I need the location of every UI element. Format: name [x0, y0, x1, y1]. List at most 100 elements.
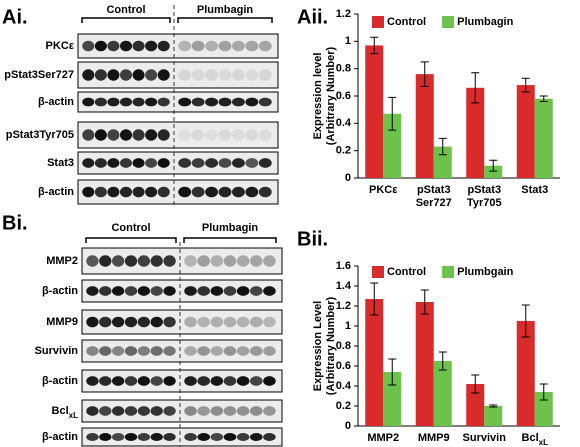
blot-band	[236, 316, 250, 328]
bar	[365, 45, 384, 178]
error-bar	[539, 383, 548, 401]
blot-band	[86, 406, 99, 416]
blot-band	[210, 255, 224, 267]
blot-band	[99, 433, 112, 441]
row-label-main: Bcl	[52, 405, 69, 417]
blot-band	[94, 186, 107, 198]
blot-band	[258, 40, 272, 52]
blot-band	[197, 316, 211, 328]
blot-band	[236, 286, 250, 296]
blot-band	[210, 376, 224, 386]
blot-band	[107, 158, 120, 168]
legend-label: Plumbagin	[457, 16, 514, 28]
blot-band	[163, 346, 176, 356]
group-label: Plumbagin	[202, 222, 259, 234]
blot-band	[157, 186, 170, 198]
blot-band	[191, 69, 205, 81]
bar	[433, 146, 452, 178]
bar	[516, 321, 535, 426]
blot-band	[137, 346, 151, 356]
row-label: pStat3Tyr705	[6, 129, 74, 141]
blot-band	[223, 406, 237, 416]
blot-band	[223, 346, 237, 356]
blot-band	[157, 158, 170, 168]
blot-band	[205, 158, 219, 168]
blot-band	[191, 158, 205, 168]
blot-band	[210, 406, 224, 416]
blot-band	[231, 129, 245, 141]
blot-band	[86, 316, 99, 328]
blot-band	[184, 346, 197, 356]
blot-band	[218, 40, 232, 52]
blot-band	[178, 129, 192, 141]
legend-swatch	[442, 266, 455, 278]
blot-band	[236, 406, 250, 416]
bar	[516, 85, 535, 178]
blot-band	[145, 186, 158, 198]
blot-band	[205, 186, 219, 198]
legend-swatch	[372, 266, 384, 278]
blot-band	[263, 316, 276, 328]
bar	[365, 299, 384, 426]
group-bracket	[85, 237, 177, 243]
blot-band	[218, 186, 232, 198]
blot-band	[218, 69, 232, 81]
y-tick-label: 0.4	[336, 117, 352, 129]
blot-band	[132, 40, 145, 52]
row-label: MMP2	[46, 255, 78, 267]
blot-band	[178, 40, 192, 52]
row-label: β-actin	[38, 96, 74, 108]
blot-strip	[81, 427, 283, 447]
y-tick-label: 0.2	[336, 145, 351, 157]
y-axis-label-line: Expression level	[312, 53, 324, 140]
blot-band	[197, 286, 211, 296]
blot-band	[197, 406, 211, 416]
error-bar	[471, 72, 480, 104]
panel-label: Bii.	[297, 228, 328, 250]
blot-band	[145, 97, 158, 107]
blot-band	[137, 255, 151, 267]
blot-band	[82, 69, 95, 81]
blot-band	[132, 97, 145, 107]
blot-band	[137, 406, 151, 416]
blot-band	[86, 255, 99, 267]
blot-band	[99, 255, 112, 267]
blot-band	[178, 158, 192, 168]
blot-band	[236, 346, 250, 356]
blot-band	[236, 255, 250, 267]
blot-band	[210, 316, 224, 328]
error-bar	[521, 77, 530, 93]
row-label: PKCε	[46, 40, 75, 52]
blot-band	[124, 255, 138, 267]
blot-band	[94, 40, 107, 52]
blot-band	[94, 129, 107, 141]
blot-band	[137, 433, 151, 441]
blot-band	[223, 433, 237, 441]
bar	[466, 384, 485, 426]
blot-band	[157, 97, 170, 107]
blot-band	[231, 69, 245, 81]
blot-band	[210, 433, 224, 441]
blot-band	[119, 129, 133, 141]
blot-band	[119, 186, 133, 198]
blot-band	[223, 316, 237, 328]
legend-label: Control	[387, 16, 426, 28]
blot-band	[218, 129, 232, 141]
y-tick-label: 1.2	[336, 8, 351, 20]
error-bar	[420, 61, 429, 87]
blot-band	[82, 186, 95, 198]
blot-band	[82, 97, 95, 107]
y-tick-label: 0	[345, 420, 351, 432]
panel-label: Aii.	[297, 6, 328, 28]
blot-band	[107, 129, 120, 141]
blot-band	[231, 40, 245, 52]
blot-band	[191, 97, 205, 107]
blot-band	[236, 376, 250, 386]
blot-band	[263, 346, 276, 356]
blot-strip	[77, 91, 279, 113]
blot-band	[107, 40, 120, 52]
x-tick-label: MMP9	[418, 432, 450, 444]
blot-band	[145, 158, 158, 168]
blot-band	[111, 433, 125, 441]
blot-band	[111, 255, 125, 267]
